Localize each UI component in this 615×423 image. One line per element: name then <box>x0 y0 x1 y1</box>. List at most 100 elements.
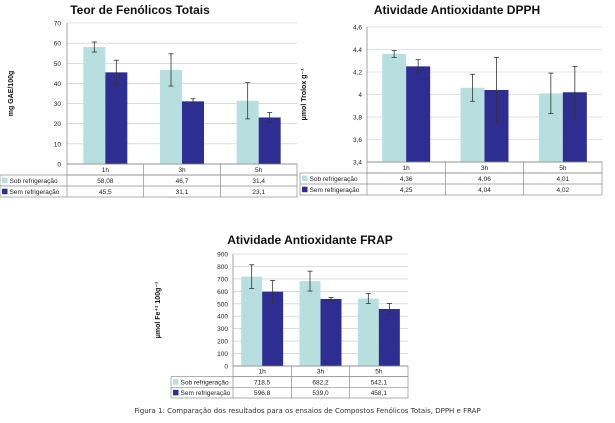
legend-swatch <box>173 379 179 385</box>
legend-swatch <box>2 177 8 184</box>
x-tick-label: 3h <box>178 167 186 174</box>
error-bar <box>494 56 499 124</box>
y-tick-label: 4,6 <box>353 25 362 32</box>
y-tick-label: 3,8 <box>353 115 362 122</box>
data-label: 4,02 <box>557 187 570 194</box>
y-axis-label: mg GAE/100g <box>8 71 15 117</box>
data-table: 1h 3h 5h Sob refrigeração 718,5 682,2 542,1 Sem… <box>170 365 409 399</box>
y-tick-label: 400 <box>217 314 228 321</box>
bar-sob-3h <box>299 281 321 366</box>
y-tick-label: 900 <box>217 252 228 259</box>
x-tick-label: 3h <box>317 369 325 376</box>
bar-sob-1h <box>241 276 263 366</box>
chart-3: Atividade Antioxidante FRAP μmol Fe⁺² 100… <box>154 233 409 399</box>
error-bar <box>548 72 554 115</box>
data-label: 458,1 <box>371 390 388 397</box>
legend-swatch <box>173 389 179 396</box>
data-label: 46,7 <box>176 178 189 185</box>
bar-sem-3h <box>182 101 204 164</box>
data-label: 58,08 <box>97 178 114 185</box>
y-tick-label: 600 <box>217 289 228 296</box>
chart-1: Teor de Fenólicos Totais mg GAE/100g 0 10 20… <box>0 3 298 198</box>
y-tick-label: 0 <box>224 364 228 371</box>
data-label: 45,5 <box>99 189 112 196</box>
legend-label: Sem refrigeração <box>10 189 60 196</box>
y-tick-label: 100 <box>217 351 228 358</box>
y-tick-label: 4,2 <box>353 70 362 77</box>
data-table: 1h 3h 5h Sob refrigeração 4,36 4,06 4,01 Sem re… <box>299 161 603 196</box>
legend-label: Sem refrigeração <box>181 390 231 397</box>
bar-sob-3h <box>160 69 182 164</box>
y-tick-label: 4 <box>358 92 362 99</box>
error-bar <box>365 293 371 304</box>
legend-swatch <box>2 188 8 195</box>
data-table: 1h 3h 5h Sob refrigeração 58,08 46,7 31,4 Sem r… <box>0 163 298 198</box>
x-tick-label: 5h <box>559 165 567 172</box>
x-tick-label: 1h <box>102 167 110 174</box>
error-bar <box>391 50 397 58</box>
error-bar <box>168 53 174 87</box>
data-label: 4,25 <box>400 187 413 194</box>
y-tick-label: 60 <box>54 41 62 48</box>
x-tick-label: 3h <box>481 165 489 172</box>
data-label: 31,1 <box>176 189 189 196</box>
data-label: 4,06 <box>478 176 491 183</box>
legend-label: Sob refrigeração <box>10 178 58 185</box>
error-bar <box>190 98 196 105</box>
y-tick-label: 500 <box>217 301 228 308</box>
error-bar <box>249 264 255 289</box>
x-tick-label: 5h <box>255 167 263 174</box>
error-bar <box>328 297 334 301</box>
y-tick-label: 50 <box>54 61 62 68</box>
legend-swatch <box>302 186 308 193</box>
legend-label: Sob refrigeração <box>310 176 358 183</box>
data-label: 4,36 <box>400 176 413 183</box>
data-label: 539,0 <box>312 390 329 397</box>
data-label: 682,2 <box>312 379 329 386</box>
error-bar <box>572 65 578 119</box>
legend-label: Sob refrigeração <box>181 379 229 386</box>
data-label: 31,4 <box>252 178 265 185</box>
y-tick-label: 800 <box>217 264 228 271</box>
y-tick-label: 300 <box>217 326 228 333</box>
data-label: 4,01 <box>557 176 570 183</box>
y-tick-label: 40 <box>54 81 62 88</box>
chart-title: Atividade Antioxidante DPPH <box>374 3 540 17</box>
data-label: 718,5 <box>254 379 271 386</box>
y-tick-label: 10 <box>54 141 62 148</box>
data-label: 4,04 <box>478 187 491 194</box>
x-tick-label: 5h <box>375 369 383 376</box>
chart-title: Teor de Fenólicos Totais <box>70 3 210 17</box>
error-bar <box>415 59 421 74</box>
data-label: 596,8 <box>254 390 271 397</box>
y-tick-label: 3,4 <box>353 160 362 167</box>
error-bar <box>386 302 392 315</box>
y-tick-label: 200 <box>217 339 228 346</box>
bar-sem-3h <box>320 298 342 366</box>
y-tick-label: 4,4 <box>353 47 362 54</box>
y-tick-label: 20 <box>54 121 62 128</box>
bar-sob-1h <box>83 47 106 164</box>
y-tick-label: 0 <box>57 162 61 169</box>
bar-sem-1h <box>406 66 431 162</box>
bar-sem-1h <box>105 72 128 164</box>
y-axis-label: μmol Trolox g⁻¹ <box>301 68 308 121</box>
bar-sob-1h <box>382 54 407 162</box>
bar-sem-5h <box>258 117 281 164</box>
y-axis-label: μmol Fe⁺² 100g⁻¹ <box>154 281 162 338</box>
bar-sem-1h <box>262 291 284 366</box>
error-bar <box>267 112 273 123</box>
y-tick-label: 3,6 <box>353 137 362 144</box>
bar-sem-5h <box>378 308 400 366</box>
bar-sob-5h <box>357 298 379 366</box>
y-tick-label: 70 <box>54 21 62 28</box>
data-label: 23,1 <box>252 189 265 196</box>
error-bar <box>270 280 276 304</box>
x-tick-label: 1h <box>259 369 267 376</box>
x-tick-label: 1h <box>403 165 411 172</box>
error-bar <box>113 59 119 85</box>
y-tick-label: 30 <box>54 101 62 108</box>
error-bar <box>91 41 97 53</box>
error-bar <box>470 73 475 102</box>
